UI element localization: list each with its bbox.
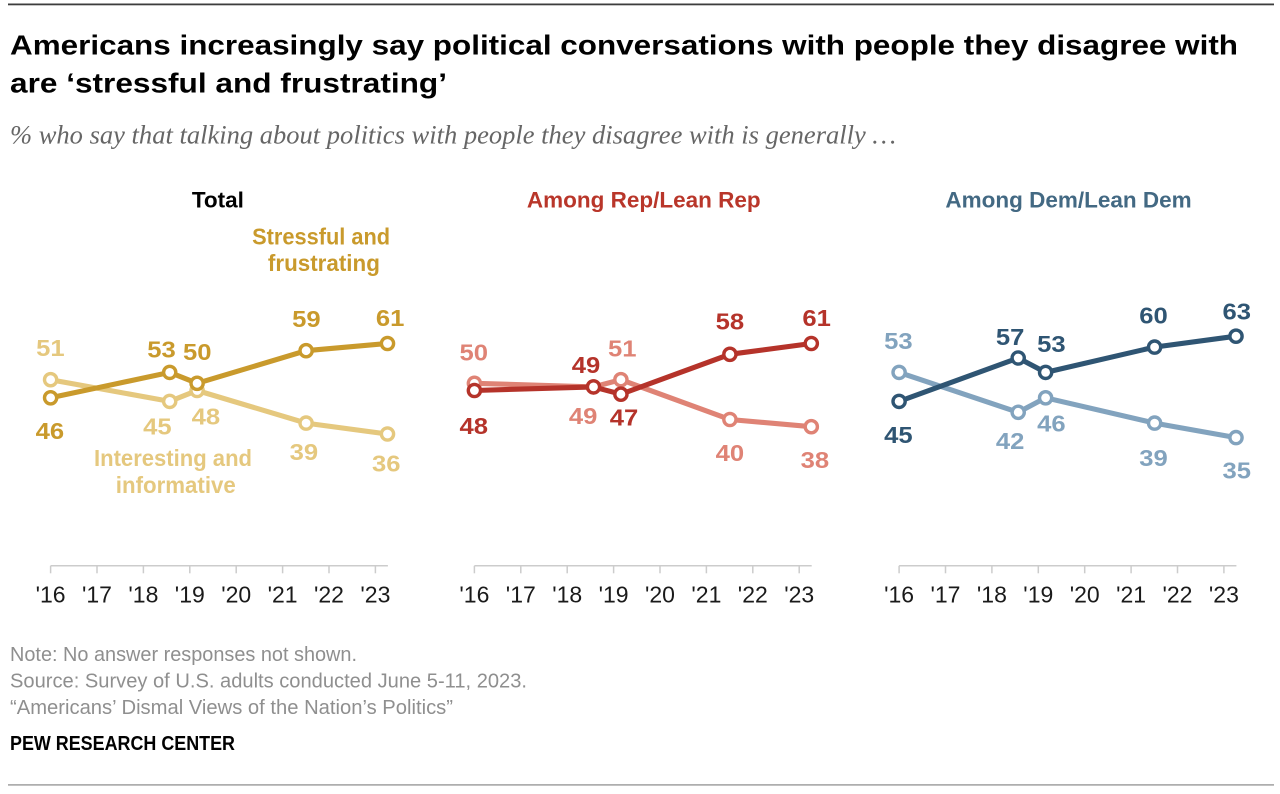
svg-text:57: 57 <box>996 324 1025 350</box>
svg-text:'20: '20 <box>645 582 675 608</box>
svg-text:Interesting and: Interesting and <box>94 445 252 471</box>
svg-text:'17: '17 <box>82 582 112 608</box>
svg-text:frustrating: frustrating <box>268 250 380 276</box>
svg-text:45: 45 <box>143 413 172 439</box>
svg-text:'18: '18 <box>128 582 158 608</box>
svg-text:53: 53 <box>884 328 913 354</box>
svg-text:'19: '19 <box>599 582 629 608</box>
svg-text:'16: '16 <box>884 582 914 608</box>
svg-text:53: 53 <box>1037 331 1066 357</box>
svg-text:'16: '16 <box>36 582 66 608</box>
svg-text:'22: '22 <box>314 582 344 608</box>
svg-text:'22: '22 <box>1163 582 1193 608</box>
svg-text:Note: No answer responses not: Note: No answer responses not shown. <box>10 644 357 666</box>
svg-text:% who say that talking about p: % who say that talking about politics wi… <box>10 120 896 150</box>
svg-text:63: 63 <box>1223 299 1252 325</box>
svg-text:are ‘stressful and frustrating: are ‘stressful and frustrating’ <box>10 68 447 99</box>
svg-text:60: 60 <box>1139 303 1168 329</box>
svg-text:PEW RESEARCH CENTER: PEW RESEARCH CENTER <box>10 732 235 755</box>
svg-text:61: 61 <box>802 305 831 331</box>
svg-text:50: 50 <box>460 339 489 365</box>
svg-text:'17: '17 <box>506 582 536 608</box>
svg-text:'17: '17 <box>931 582 961 608</box>
svg-text:50: 50 <box>183 339 212 365</box>
svg-text:35: 35 <box>1223 457 1252 483</box>
svg-text:Americans increasingly say pol: Americans increasingly say political con… <box>10 30 1238 61</box>
svg-text:informative: informative <box>116 472 236 498</box>
svg-text:'21: '21 <box>1116 582 1146 608</box>
svg-text:“Americans’ Dismal Views of th: “Americans’ Dismal Views of the Nation’s… <box>10 697 453 719</box>
svg-text:'23: '23 <box>360 582 390 608</box>
svg-text:58: 58 <box>716 309 745 335</box>
svg-text:59: 59 <box>292 306 321 332</box>
svg-text:'21: '21 <box>268 582 298 608</box>
svg-text:38: 38 <box>801 447 830 473</box>
svg-text:51: 51 <box>608 335 637 361</box>
svg-text:49: 49 <box>569 403 598 429</box>
svg-text:61: 61 <box>376 305 405 331</box>
svg-text:'23: '23 <box>1209 582 1239 608</box>
svg-text:46: 46 <box>36 418 65 444</box>
svg-text:'21: '21 <box>691 582 721 608</box>
svg-text:51: 51 <box>36 335 65 361</box>
svg-text:'20: '20 <box>221 582 251 608</box>
svg-text:46: 46 <box>1037 410 1066 436</box>
svg-text:Total: Total <box>192 187 244 212</box>
svg-text:45: 45 <box>884 422 913 448</box>
svg-text:47: 47 <box>610 405 639 431</box>
svg-text:'19: '19 <box>1023 582 1053 608</box>
svg-text:49: 49 <box>572 352 601 378</box>
svg-text:'18: '18 <box>977 582 1007 608</box>
svg-text:Among Rep/Lean Rep: Among Rep/Lean Rep <box>527 187 761 212</box>
svg-text:42: 42 <box>996 428 1025 454</box>
svg-text:'19: '19 <box>175 582 205 608</box>
svg-text:39: 39 <box>290 439 319 465</box>
svg-text:39: 39 <box>1139 445 1168 471</box>
svg-text:Source: Survey of U.S. adults: Source: Survey of U.S. adults conducted … <box>10 671 527 693</box>
svg-text:53: 53 <box>147 336 176 362</box>
svg-text:'16: '16 <box>459 582 489 608</box>
svg-text:'22: '22 <box>738 582 768 608</box>
svg-text:Stressful and: Stressful and <box>252 223 390 249</box>
svg-text:48: 48 <box>192 404 221 430</box>
svg-text:Among Dem/Lean Dem: Among Dem/Lean Dem <box>945 187 1191 212</box>
svg-text:'20: '20 <box>1070 582 1100 608</box>
svg-text:40: 40 <box>716 440 745 466</box>
svg-text:36: 36 <box>372 451 401 477</box>
svg-text:'18: '18 <box>552 582 582 608</box>
svg-text:'23: '23 <box>784 582 814 608</box>
svg-text:48: 48 <box>460 413 489 439</box>
